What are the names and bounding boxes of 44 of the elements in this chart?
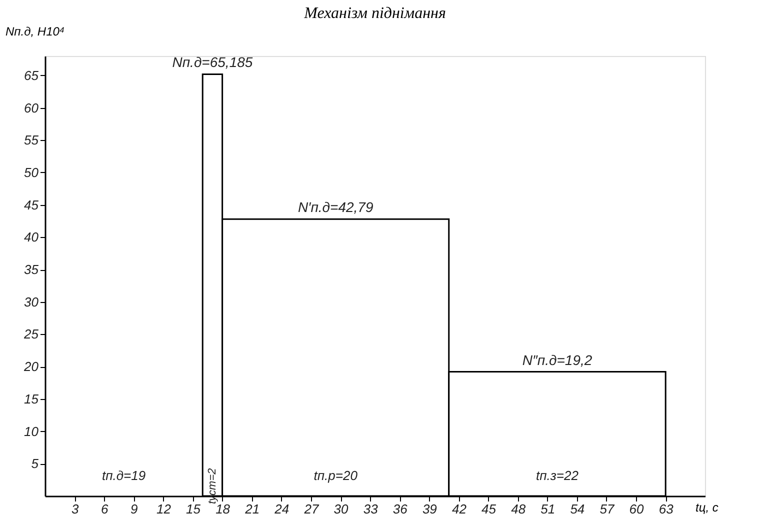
y-tick-label: 5 bbox=[31, 456, 40, 472]
x-tick-label: 39 bbox=[422, 502, 437, 516]
x-tick-label: 21 bbox=[244, 502, 260, 516]
x-tick-label: 27 bbox=[303, 502, 320, 516]
x-tick-label: 33 bbox=[363, 502, 379, 516]
y-tick-label: 65 bbox=[24, 68, 40, 83]
y-tick-label: 45 bbox=[24, 197, 40, 212]
x-tick-label: 42 bbox=[452, 502, 468, 516]
y-tick-label: 25 bbox=[23, 326, 40, 342]
y-axis-title: Nп.д, Н10⁴ bbox=[6, 24, 65, 38]
x-tick-label: 45 bbox=[482, 502, 497, 516]
annotation: tп.з=22 bbox=[536, 468, 580, 483]
y-tick-label: 35 bbox=[24, 262, 40, 278]
x-tick-label: 12 bbox=[156, 502, 172, 516]
x-tick-label: 51 bbox=[540, 502, 556, 516]
annotation: Nп.д=65,185 bbox=[172, 54, 253, 70]
x-tick-label: 15 bbox=[186, 502, 202, 516]
y-tick-label: 40 bbox=[24, 230, 40, 245]
annotation: N′п.д=42,79 bbox=[298, 199, 374, 216]
x-tick-label: 57 bbox=[600, 502, 615, 516]
chart-title: Механізм піднімання bbox=[303, 5, 446, 22]
x-axis-title: tц, с bbox=[696, 500, 718, 514]
y-tick-label: 50 bbox=[24, 164, 40, 180]
y-tick-label: 55 bbox=[24, 132, 40, 148]
annotation: tуст=2 bbox=[206, 468, 218, 504]
y-tick-label: 15 bbox=[24, 391, 40, 406]
x-tick-label: 60 bbox=[629, 502, 645, 516]
x-tick-label: 6 bbox=[100, 502, 109, 516]
x-tick-label: 63 bbox=[658, 502, 674, 516]
x-tick-label: 48 bbox=[511, 502, 526, 516]
annotation: tп.р=20 bbox=[314, 468, 358, 483]
y-tick-label: 30 bbox=[24, 294, 40, 310]
annotation: N″п.д=19,2 bbox=[522, 352, 592, 368]
y-tick-label: 60 bbox=[24, 100, 40, 116]
y-tick-label: 20 bbox=[23, 359, 40, 374]
x-tick-label: 54 bbox=[570, 502, 585, 516]
x-tick-label: 3 bbox=[71, 502, 80, 516]
x-tick-label: 18 bbox=[216, 502, 231, 516]
y-tick-label: 10 bbox=[24, 424, 40, 439]
x-tick-label: 36 bbox=[392, 502, 408, 516]
x-tick-label: 9 bbox=[130, 502, 138, 516]
x-tick-label: 24 bbox=[274, 502, 290, 516]
x-tick-label: 30 bbox=[334, 502, 350, 516]
annotation: tп.д=19 bbox=[102, 468, 146, 483]
